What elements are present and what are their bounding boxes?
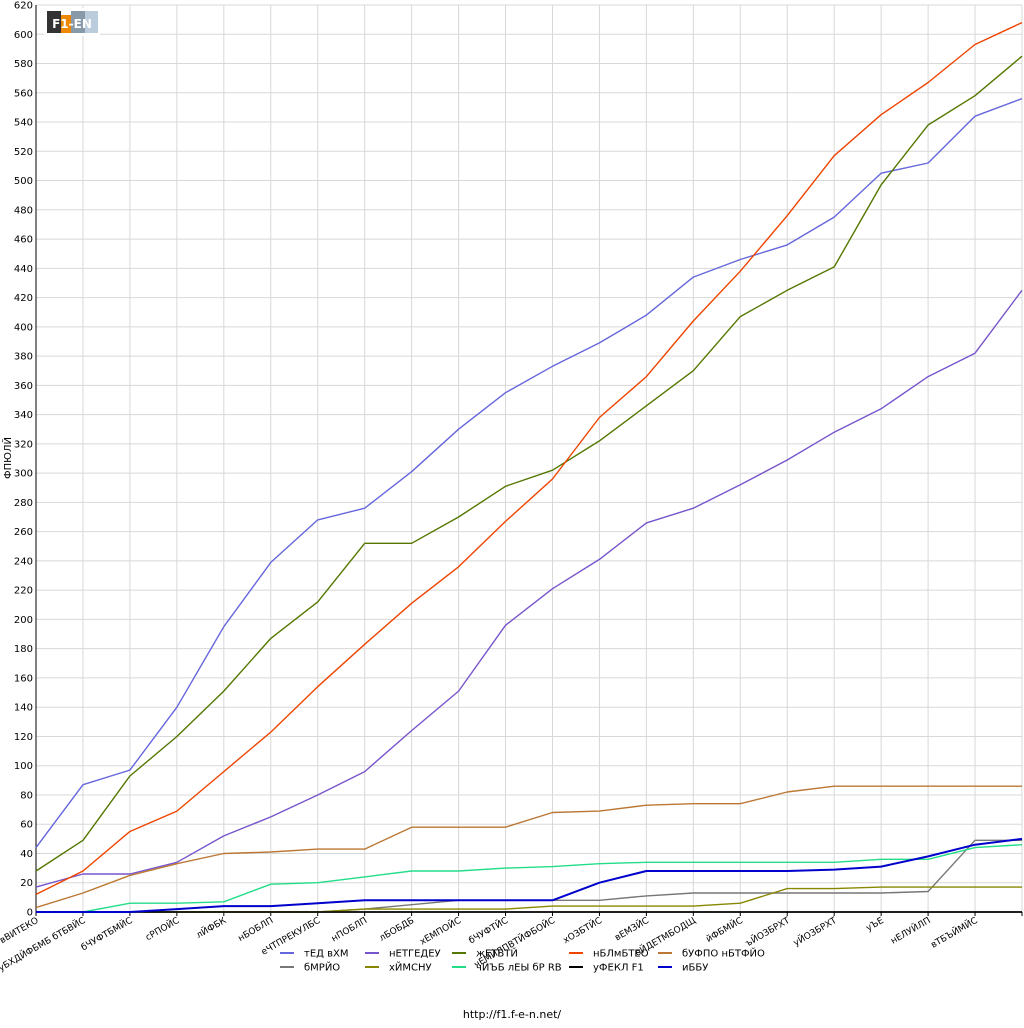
y-tick-label: 460: [14, 235, 33, 246]
chart-legend: тЕД вХМ нЕТГЕДЕУ жЕТБТЙ нБЛмБТЕО бУФПО нБТФЙ…: [280, 947, 765, 974]
legend-entry: уФЕКЛ F1: [593, 963, 644, 974]
chart-series: [35, 21, 1023, 913]
y-tick-label: 80: [20, 790, 33, 801]
y-tick-label: 620: [14, 1, 33, 12]
footer-url[interactable]: http://f1.f-e-n.net/: [463, 1008, 562, 1021]
series-line-2: [35, 55, 1023, 872]
y-tick-label: 260: [14, 527, 33, 538]
logo-text: F1-EN: [52, 17, 92, 31]
y-tick-label: 0: [27, 908, 33, 919]
y-tick-label: 180: [14, 644, 33, 655]
y-tick-label: 100: [14, 761, 33, 772]
y-tick-label: 20: [20, 878, 33, 889]
y-axis-label: ФПЮЛЙ: [1, 437, 14, 479]
legend-entry: нЕТГЕДЕУ: [389, 949, 441, 960]
y-tick-label: 200: [14, 615, 33, 626]
legend-entry: хЙМСНУ: [389, 961, 432, 974]
series-line-1: [35, 289, 1023, 888]
y-tick-label: 500: [14, 176, 33, 187]
legend-entry: бМРЙО: [304, 961, 340, 974]
y-tick-label: 600: [14, 30, 33, 41]
y-tick-label: 580: [14, 59, 33, 70]
y-tick-label: 440: [14, 264, 33, 275]
y-axis-ticks: 0 20 40 60 80 100 120 140 160 180 200 220 240 260 280 3…: [14, 1, 33, 919]
legend-entry: тЕД вХМ: [304, 949, 349, 960]
y-tick-label: 360: [14, 381, 33, 392]
y-tick-label: 140: [14, 703, 33, 714]
legend-entry: нБЛмБТЕО: [593, 949, 649, 960]
series-line-7: [36, 844, 1023, 913]
y-tick-label: 560: [14, 88, 33, 99]
chart-grid: [35, 4, 1023, 913]
series-line-0: [35, 97, 1023, 849]
series-line-4: [35, 785, 1022, 909]
y-tick-label: 340: [14, 410, 33, 421]
series-line-9: [36, 837, 1023, 913]
y-tick-label: 60: [20, 820, 33, 831]
y-tick-label: 540: [14, 118, 33, 129]
y-tick-label: 160: [14, 673, 33, 684]
y-tick-label: 240: [14, 556, 33, 567]
y-tick-label: 220: [14, 586, 33, 597]
y-tick-label: 320: [14, 439, 33, 450]
y-tick-label: 380: [14, 352, 33, 363]
legend-entry: бУФПО нБТФЙО: [682, 947, 765, 960]
y-tick-label: 300: [14, 469, 33, 480]
f1-fen-logo-icon: F1-EN: [44, 8, 100, 36]
y-tick-label: 40: [20, 849, 33, 860]
y-tick-label: 420: [14, 293, 33, 304]
y-tick-label: 400: [14, 322, 33, 333]
y-tick-label: 280: [14, 498, 33, 509]
legend-entry: жЕТБТЙ: [476, 947, 518, 960]
legend-entry: чЙЪБ лЕЫ бР RB: [476, 961, 562, 974]
legend-entry: иББУ: [682, 963, 708, 974]
y-tick-label: 480: [14, 205, 33, 216]
y-tick-label: 120: [14, 732, 33, 743]
y-tick-label: 520: [14, 147, 33, 158]
series-line-3: [35, 21, 1023, 896]
